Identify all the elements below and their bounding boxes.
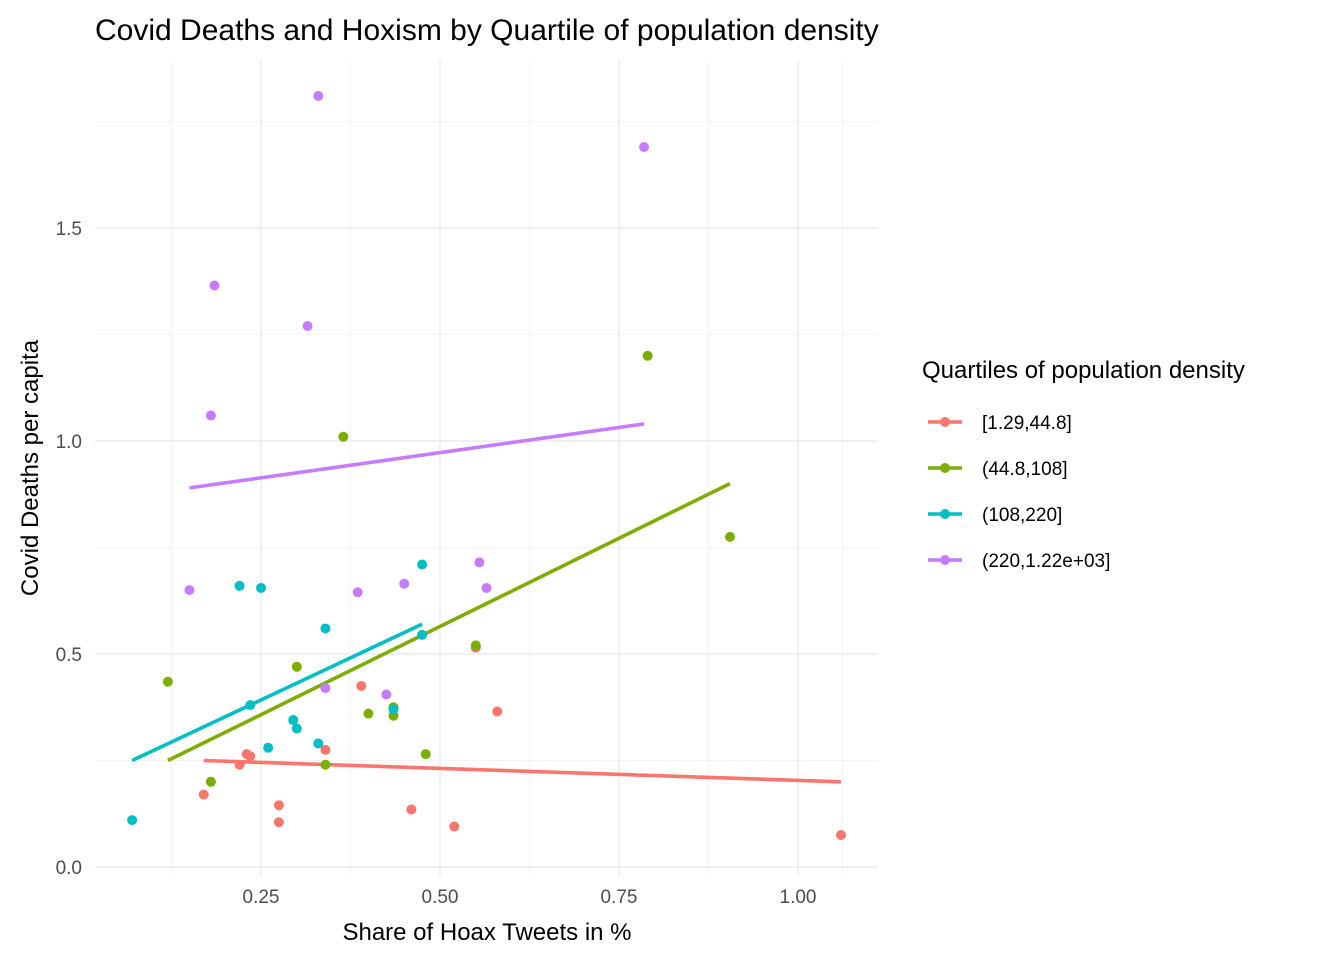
legend-key-point [940,509,950,519]
grid [95,60,878,876]
trend-line [189,422,645,490]
trend-line [203,758,842,784]
data-point [313,738,324,749]
data-point [363,708,374,719]
x-axis-title: Share of Hoax Tweets in % [342,919,631,946]
legend-key-point [940,463,950,473]
data-point [356,680,367,691]
data-point [320,759,331,770]
data-point [205,410,216,421]
data-point [234,759,245,770]
data-point [420,749,431,760]
y-tick-label: 1.5 [56,219,82,240]
trend-line [167,481,731,763]
data-point [313,90,324,101]
data-point [474,557,485,568]
data-point [492,706,503,717]
data-point [198,789,209,800]
y-tick-label: 0.5 [56,645,82,666]
x-tick-label: 0.50 [422,887,459,908]
x-axis-ticks: 0.25 0.50 0.75 1.00 [243,887,817,908]
data-point [234,580,245,591]
trend-lines [131,422,842,784]
data-point [320,683,331,694]
trend-line [131,622,423,763]
data-point [205,776,216,787]
data-point [320,623,331,634]
data-point [184,585,195,596]
data-point [470,640,481,651]
legend-key-point [940,555,950,565]
data-point [291,661,302,672]
data-point [835,830,846,841]
legend-label: [1.29,44.8] [982,413,1072,434]
legend-label: (108,220] [982,505,1062,526]
x-tick-label: 1.00 [780,887,817,908]
data-point [291,723,302,734]
legend-title: Quartiles of population density [922,357,1245,384]
data-point [245,700,256,711]
data-point [256,582,266,593]
data-point [320,744,331,755]
data-point [381,689,392,700]
y-tick-label: 0.0 [56,858,82,879]
data-point [417,629,428,640]
data-point [639,142,650,153]
x-tick-label: 0.75 [601,887,638,908]
legend-label: (220,1.22e+03] [982,551,1110,572]
legend: Quartiles of population density [1.29,44… [922,357,1245,572]
y-tick-label: 1.0 [56,432,82,453]
data-point [302,320,313,331]
data-point [724,531,735,542]
data-point [406,804,417,815]
data-point [399,578,410,589]
data-point [273,800,284,811]
data-point [127,815,138,826]
data-points [127,90,846,841]
data-point [245,751,256,762]
data-point [388,704,399,715]
data-point [352,587,363,598]
legend-label: (44.8,108] [982,459,1068,480]
y-axis-title: Covid Deaths per capita [17,339,44,596]
data-point [162,676,173,687]
y-axis-ticks: 0.0 0.5 1.0 1.5 [56,219,82,879]
x-tick-label: 0.25 [243,887,280,908]
data-point [338,431,349,442]
data-point [273,817,284,828]
data-point [288,715,299,726]
data-point [449,821,460,832]
legend-key-point [940,417,950,427]
data-point [417,559,428,570]
data-point [481,582,492,593]
data-point [209,280,220,291]
chart-title: Covid Deaths and Hoxism by Quartile of p… [95,14,879,47]
data-point [263,742,274,753]
data-point [642,350,653,361]
